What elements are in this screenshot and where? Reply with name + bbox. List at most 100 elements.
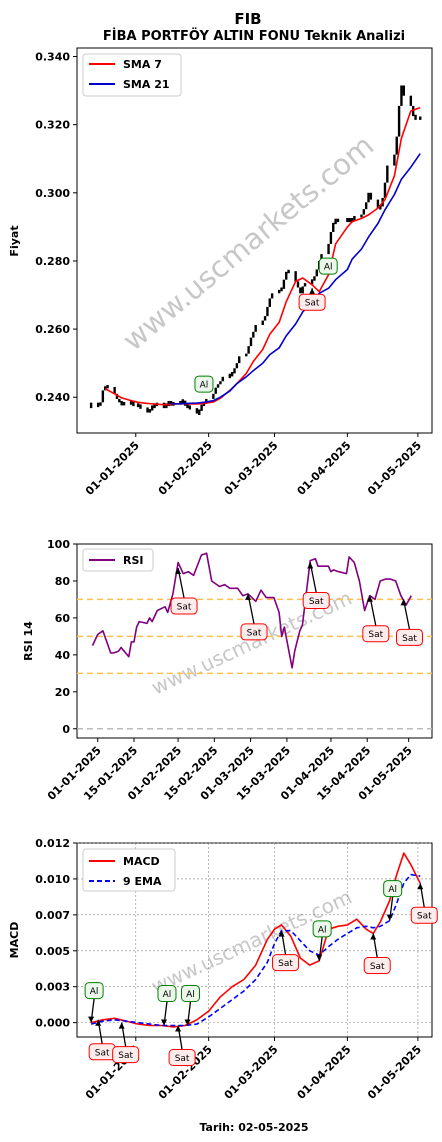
sell-signal-box: [170, 597, 198, 615]
buy-signal-box: [194, 375, 214, 393]
y-tick-label: 0.340: [35, 51, 70, 64]
sell-signal-box: [302, 591, 330, 609]
price-bar: [320, 254, 323, 261]
rsi-panel: www.uscmarkets.com 02040608010001-01-202…: [22, 538, 433, 803]
price-bar: [230, 372, 234, 377]
price-bar: [179, 400, 182, 405]
price-bar: [233, 368, 236, 374]
chart-title: FIB: [234, 10, 261, 28]
price-bar: [216, 384, 220, 388]
signal-arrowhead: [88, 1016, 95, 1023]
signal-arrowhead: [366, 595, 373, 602]
signal-arrowhead: [309, 288, 316, 295]
y-tick-label: 0.280: [35, 255, 70, 268]
price-bar: [245, 353, 248, 357]
price-bar: [287, 269, 290, 274]
x-tick-label: 01-03-2025: [222, 1043, 281, 1102]
signal-arrowhead: [386, 914, 393, 921]
price-bar: [411, 105, 415, 117]
x-tick-label: 01-01-2025: [83, 439, 142, 498]
price-panel: www.uscmarkets.com 0.2400.2600.2800.3000…: [8, 47, 433, 498]
price-bar: [238, 356, 241, 364]
series-line-sma-7: [104, 106, 421, 406]
y-tick-label: 20: [55, 686, 71, 699]
price-bar: [402, 85, 405, 96]
price-bar: [282, 279, 286, 289]
sell-signal-label: Sat: [177, 603, 192, 613]
price-bar: [228, 373, 232, 379]
sell-signal-label: Sat: [95, 1048, 110, 1058]
price-bar: [129, 400, 133, 405]
price-bar: [136, 403, 140, 408]
price-bar: [113, 387, 116, 394]
price-bar: [89, 402, 93, 409]
price-bar: [376, 199, 380, 209]
price-bar: [296, 281, 300, 288]
rsi-line: [91, 552, 412, 669]
price-bar: [362, 209, 366, 215]
price-bar: [247, 346, 250, 354]
legend-label-ema9: 9 EMA: [123, 875, 162, 888]
y-tick-label: 0.003: [35, 981, 70, 994]
sell-signal-box: [410, 906, 438, 924]
price-bar: [146, 407, 149, 413]
price-bar: [221, 376, 224, 382]
price-bar: [360, 214, 363, 218]
price-bar: [369, 192, 373, 200]
price-bar: [181, 399, 184, 404]
price-bar: [346, 218, 349, 223]
macd-panel: www.uscmarkets.com 0.0000.0030.0050.0070…: [8, 837, 438, 1102]
price-bar: [118, 398, 121, 403]
price-bar: [270, 293, 274, 299]
sell-signal-box: [112, 1046, 140, 1064]
signal-arrowhead: [307, 562, 314, 569]
y-tick-label: 0.010: [35, 873, 70, 886]
buy-signal-box: [312, 920, 332, 938]
price-bar: [148, 409, 152, 413]
price-bar: [200, 404, 203, 411]
price-bar: [299, 287, 302, 294]
price-bar: [132, 400, 135, 407]
y-tick-label: 0.012: [35, 837, 70, 850]
sell-signal-label: Sat: [402, 634, 417, 644]
price-bar: [329, 231, 333, 244]
price-bar: [397, 105, 401, 137]
sell-signal-box: [298, 293, 326, 311]
price-bar: [379, 205, 382, 210]
y-tick-label: 0.000: [35, 1017, 70, 1030]
y-tick-label: 0.240: [35, 391, 70, 404]
x-axis-label: Tarih: 02-05-2025: [199, 1121, 308, 1134]
series-line-rsi: [91, 552, 412, 669]
sell-signal-box: [168, 1049, 196, 1067]
price-bar: [294, 271, 297, 282]
signal-arrowhead: [95, 1019, 102, 1026]
price-bar: [386, 165, 389, 183]
price-bar: [106, 384, 109, 389]
buy-signal-label: Al: [324, 263, 333, 273]
buy-signal-box: [180, 985, 200, 1003]
price-bar: [115, 393, 119, 399]
rsi-signals: Sat Sat Sat Sat Sat: [170, 562, 423, 646]
price-bar: [353, 215, 356, 221]
signal-arrowhead: [316, 954, 323, 961]
x-tick-label: 01-05-2025: [365, 439, 424, 498]
y-tick-label: 0.320: [35, 119, 70, 132]
buy-signal-box: [157, 985, 177, 1003]
y-tick-label: 0.007: [35, 909, 70, 922]
macd-y-axis-label: MACD: [8, 922, 21, 959]
y-tick-label: 60: [55, 612, 71, 625]
price-legend: SMA 7 SMA 21: [82, 53, 182, 97]
price-bar: [261, 320, 264, 325]
price-bars: [89, 85, 422, 415]
price-bar: [198, 409, 201, 415]
signal-arrowhead: [175, 568, 182, 575]
price-bar: [409, 95, 413, 106]
y-tick-label: 0.300: [35, 187, 70, 200]
price-bar: [266, 306, 269, 317]
legend-label-sma7: SMA 7: [123, 58, 162, 71]
signal-arrowhead: [417, 883, 424, 890]
price-y-axis-label: Fiyat: [8, 225, 21, 256]
price-bar: [268, 298, 271, 307]
rsi-y-axis-label: RSI 14: [22, 621, 35, 661]
